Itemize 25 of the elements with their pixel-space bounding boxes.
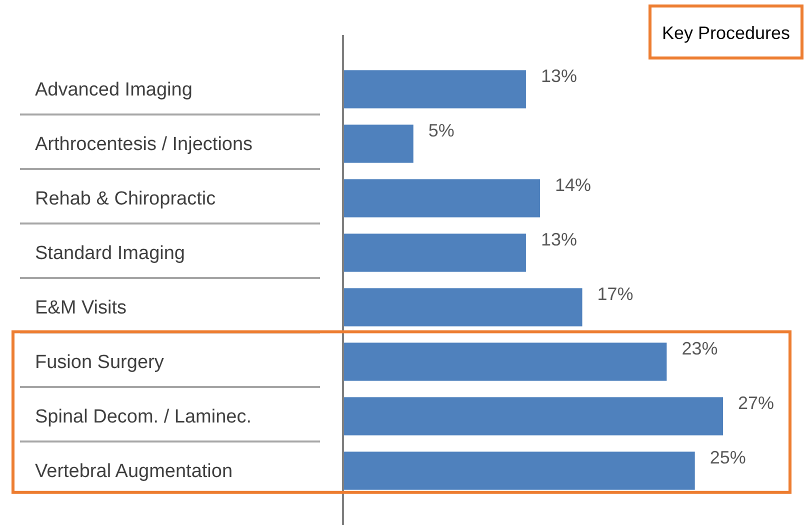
data-label: 17%	[597, 284, 634, 304]
y-tick-label: Advanced Imaging	[35, 79, 192, 100]
data-label: 14%	[555, 175, 592, 196]
bar	[343, 288, 582, 326]
data-label: 5%	[428, 120, 454, 141]
data-label: 13%	[540, 66, 577, 86]
data-label: 25%	[710, 448, 746, 468]
bar	[343, 124, 414, 163]
y-tick-label: Spinal Decom. / Laminec.	[35, 406, 252, 428]
annotation: Key Procedures	[662, 23, 790, 43]
y-tick-label: Arthrocentesis / Injections	[35, 134, 253, 155]
y-tick-label: E&M Visits	[35, 297, 127, 318]
bar	[343, 70, 526, 108]
y-tick-label: Standard Imaging	[35, 242, 185, 264]
bar	[343, 234, 526, 272]
data-label: 27%	[738, 393, 774, 414]
bar	[343, 452, 695, 490]
y-tick-label: Rehab & Chiropractic	[35, 188, 216, 210]
bar	[343, 342, 667, 381]
y-tick-label: Fusion Surgery	[35, 352, 164, 373]
y-tick-label: Vertebral Augmentation	[35, 460, 233, 482]
bar	[343, 397, 723, 436]
bar	[343, 179, 540, 218]
data-label: 23%	[682, 338, 718, 359]
data-label: 13%	[540, 230, 577, 250]
